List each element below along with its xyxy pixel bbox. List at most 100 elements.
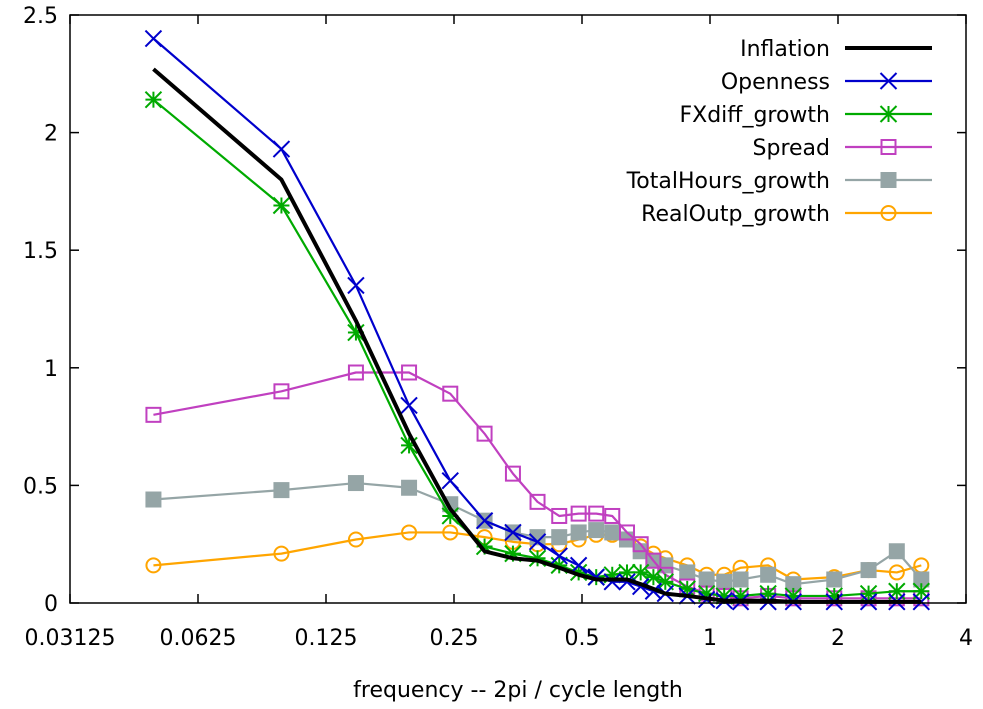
data-point	[347, 531, 364, 548]
data-point	[145, 491, 162, 508]
x-stroke	[569, 556, 588, 575]
data-point	[441, 507, 459, 525]
y-tick-label: 2	[44, 122, 58, 147]
data-point	[570, 524, 587, 541]
data-point	[570, 505, 587, 522]
y-tick-label: 1	[44, 357, 58, 382]
data-point	[144, 90, 163, 109]
legend: Inflation Openness FXdiff_growth Spread Tota…	[626, 37, 932, 227]
x-stroke	[475, 511, 494, 530]
legend-item: Spread	[753, 136, 932, 161]
data-point	[645, 552, 662, 569]
x-stroke	[550, 547, 568, 565]
data-point	[860, 562, 877, 579]
legend-label: FXdiff_growth	[679, 103, 830, 128]
x-stroke	[441, 471, 459, 490]
axes: 0 0.5 1 1.5 2 2.5 0.03125 0.0625 0.125 0.25 0.5 1 2 4	[23, 4, 973, 651]
data-point	[144, 29, 163, 48]
data-point	[529, 493, 546, 510]
x-tick-label: 0.03125	[25, 626, 116, 651]
y-tick-label: 1.5	[23, 239, 58, 264]
x-stroke	[631, 577, 650, 596]
x-stroke	[504, 523, 522, 542]
data-point	[888, 543, 905, 560]
legend-label: TotalHours_growth	[626, 169, 830, 194]
legend-item: FXdiff_growth	[679, 103, 932, 128]
y-tick-label: 2.5	[23, 4, 58, 29]
data-point	[504, 523, 522, 542]
x-tick-label: 0.0625	[160, 626, 237, 651]
data-point	[569, 556, 588, 575]
data-point	[442, 524, 459, 541]
x-stroke	[400, 396, 418, 415]
legend-marker	[880, 205, 897, 221]
data-point	[826, 571, 843, 588]
y-tick-label: 0	[44, 592, 58, 617]
legend-marker	[880, 139, 897, 155]
data-point	[273, 545, 290, 562]
x-stroke	[347, 276, 365, 295]
x-stroke	[603, 573, 621, 591]
legend-item: RealOutp_growth	[641, 202, 932, 227]
series-totalhours-growth	[145, 475, 930, 593]
x-tick-label: 0.25	[430, 626, 479, 651]
data-point	[604, 507, 621, 524]
x-tick-label: 1	[703, 626, 717, 651]
data-point	[859, 584, 878, 603]
legend-marker	[879, 105, 898, 123]
x-stroke	[879, 72, 898, 90]
data-point	[347, 475, 364, 492]
x-stroke	[528, 533, 547, 551]
legend-label: Spread	[753, 136, 830, 161]
legend-marker	[880, 172, 897, 188]
data-point	[475, 511, 494, 530]
data-point	[550, 547, 568, 565]
x-stroke	[272, 140, 291, 158]
legend-marker	[879, 72, 898, 90]
data-point	[716, 573, 733, 590]
series-inflation	[152, 67, 922, 604]
x-stroke	[144, 29, 163, 48]
x-tick-label: 0.5	[565, 626, 600, 651]
series-spread	[145, 364, 930, 607]
chart-marks	[144, 29, 931, 611]
legend-label: Openness	[721, 70, 830, 95]
x-stroke	[618, 573, 636, 591]
x-stroke	[587, 568, 605, 586]
data-point	[528, 533, 547, 551]
data-point	[347, 364, 364, 381]
data-point	[888, 564, 905, 581]
data-point	[273, 383, 290, 400]
x-tick-label: 2	[831, 626, 845, 651]
data-point	[698, 571, 715, 588]
data-point	[401, 524, 418, 541]
x-axis-title: frequency -- 2pi / cycle length	[353, 678, 683, 703]
data-point	[551, 529, 568, 546]
data-point	[679, 564, 696, 581]
data-point	[913, 571, 930, 588]
series-line	[152, 67, 922, 604]
legend-item: Inflation	[740, 37, 932, 62]
data-point	[618, 573, 636, 591]
data-point	[401, 479, 418, 496]
data-point	[603, 573, 621, 591]
data-point	[504, 465, 521, 482]
legend-label: RealOutp_growth	[641, 202, 830, 227]
plot-frame	[69, 14, 967, 604]
data-point	[400, 396, 418, 415]
data-point	[442, 385, 459, 402]
data-point	[145, 557, 162, 574]
data-point	[145, 406, 162, 423]
data-point	[272, 196, 291, 215]
data-point	[588, 505, 605, 522]
x-tick-label: 4	[959, 626, 973, 651]
y-tick-label: 0.5	[23, 474, 58, 499]
data-point	[273, 482, 290, 499]
data-point	[588, 522, 605, 539]
data-point	[272, 140, 291, 158]
data-point	[551, 507, 568, 524]
data-point	[619, 524, 636, 541]
legend-item: Openness	[721, 70, 932, 95]
legend-label: Inflation	[740, 37, 830, 62]
data-point	[604, 524, 621, 541]
